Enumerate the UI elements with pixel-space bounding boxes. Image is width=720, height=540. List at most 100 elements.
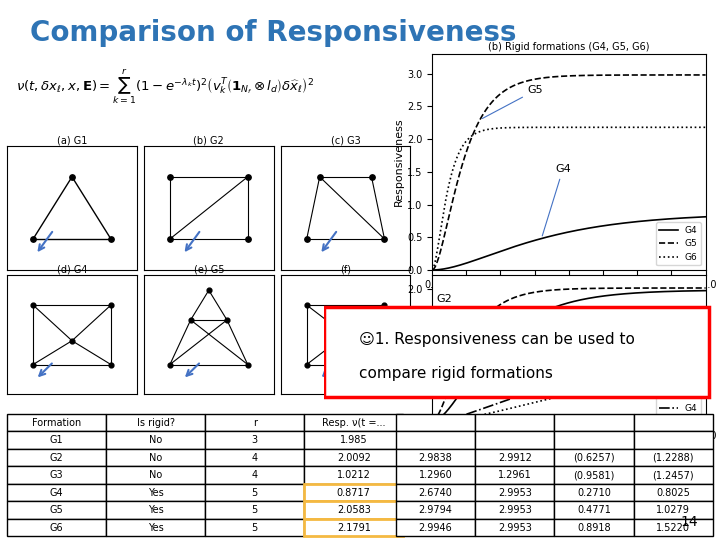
Point — [105, 301, 117, 309]
Text: G1: G1 — [436, 310, 472, 373]
Text: G4: G4 — [569, 334, 585, 380]
G1 — [675, 288, 684, 294]
Point — [379, 234, 390, 243]
FancyBboxPatch shape — [324, 307, 709, 397]
Point — [66, 173, 78, 181]
G5 — [675, 72, 684, 78]
Point — [340, 330, 351, 339]
Point — [27, 234, 39, 243]
Text: Comparison of Responsiveness: Comparison of Responsiveness — [30, 19, 517, 47]
G4 — [428, 267, 437, 273]
G5 — [701, 72, 710, 78]
Legend: G1, G2, G3, G4: G1, G2, G3, G4 — [656, 360, 701, 417]
G1 — [595, 293, 604, 300]
Point — [105, 234, 117, 243]
G3 — [428, 418, 437, 424]
G4 — [595, 374, 604, 380]
G5 — [658, 72, 667, 78]
Line: G5: G5 — [432, 75, 706, 270]
G4 — [675, 215, 684, 221]
G2 — [701, 285, 710, 291]
G4 — [590, 375, 599, 381]
G4 — [675, 366, 684, 372]
G2 — [428, 418, 437, 424]
Title: (e) G5: (e) G5 — [194, 265, 224, 275]
Title: (c) G3: (c) G3 — [330, 135, 361, 145]
Point — [379, 360, 390, 369]
Point — [66, 336, 78, 345]
G2 — [675, 285, 684, 291]
Point — [366, 173, 377, 181]
G5 — [428, 267, 436, 273]
Title: (b) G2: (b) G2 — [194, 135, 224, 145]
Point — [221, 315, 233, 324]
G3 — [658, 373, 667, 380]
Line: G4: G4 — [432, 217, 706, 270]
X-axis label: t: t — [567, 291, 571, 304]
G3 — [675, 370, 684, 377]
G6 — [701, 124, 710, 131]
Line: G1: G1 — [432, 291, 706, 421]
Line: G4: G4 — [432, 367, 706, 421]
G4 — [590, 375, 598, 381]
G3 — [590, 385, 599, 392]
Y-axis label: Responsiveness: Responsiveness — [394, 304, 404, 393]
Title: (d) G4: (d) G4 — [57, 265, 87, 275]
G6 — [428, 267, 436, 273]
Point — [314, 173, 325, 181]
G2 — [590, 285, 599, 292]
G6 — [595, 124, 604, 131]
Point — [242, 360, 253, 369]
G4 — [590, 224, 599, 231]
G3 — [428, 418, 436, 424]
G5 — [595, 72, 604, 78]
G5 — [428, 266, 437, 273]
G1 — [590, 294, 599, 300]
G6 — [675, 124, 684, 131]
G4 — [701, 364, 710, 370]
Point — [105, 360, 117, 369]
Legend: G4, G5, G6: G4, G5, G6 — [656, 222, 701, 266]
G2 — [658, 285, 667, 291]
G1 — [701, 287, 710, 294]
Point — [379, 301, 390, 309]
Point — [301, 301, 312, 309]
Text: G4: G4 — [542, 164, 571, 236]
G3 — [590, 386, 598, 392]
G6 — [590, 124, 599, 131]
G4 — [658, 367, 667, 373]
Point — [164, 234, 176, 243]
Point — [203, 286, 215, 295]
Point — [27, 360, 39, 369]
Point — [164, 173, 176, 181]
Y-axis label: Responsiveness: Responsiveness — [394, 118, 404, 206]
G4 — [428, 267, 436, 273]
G2 — [590, 285, 598, 292]
Point — [301, 234, 312, 243]
Line: G2: G2 — [432, 288, 706, 421]
G1 — [590, 294, 598, 301]
Text: $\nu(t, \delta x_\ell, x, \mathbf{E}) = \sum_{k=1}^{r} \left(1 - e^{-\lambda_k t: $\nu(t, \delta x_\ell, x, \mathbf{E}) = … — [16, 68, 314, 106]
G5 — [590, 72, 599, 78]
G1 — [658, 288, 667, 295]
Point — [242, 234, 253, 243]
Text: 14: 14 — [681, 515, 698, 529]
Title: (f): (f) — [340, 265, 351, 275]
G1 — [428, 418, 437, 424]
G4 — [428, 418, 437, 424]
G6 — [428, 266, 437, 272]
G5 — [590, 72, 598, 78]
G6 — [658, 124, 667, 131]
Text: G5: G5 — [482, 85, 544, 118]
G6 — [590, 124, 598, 131]
G4 — [658, 216, 667, 222]
Point — [242, 173, 253, 181]
G4 — [428, 418, 436, 424]
G4 — [595, 223, 604, 230]
Point — [301, 360, 312, 369]
G3 — [595, 384, 604, 391]
Text: ☺1. Responsiveness can be used to: ☺1. Responsiveness can be used to — [359, 332, 635, 347]
Title: (b) Rigid formations (G4, G5, G6): (b) Rigid formations (G4, G5, G6) — [488, 42, 649, 52]
Title: (a) G1: (a) G1 — [57, 135, 87, 145]
Point — [27, 301, 39, 309]
